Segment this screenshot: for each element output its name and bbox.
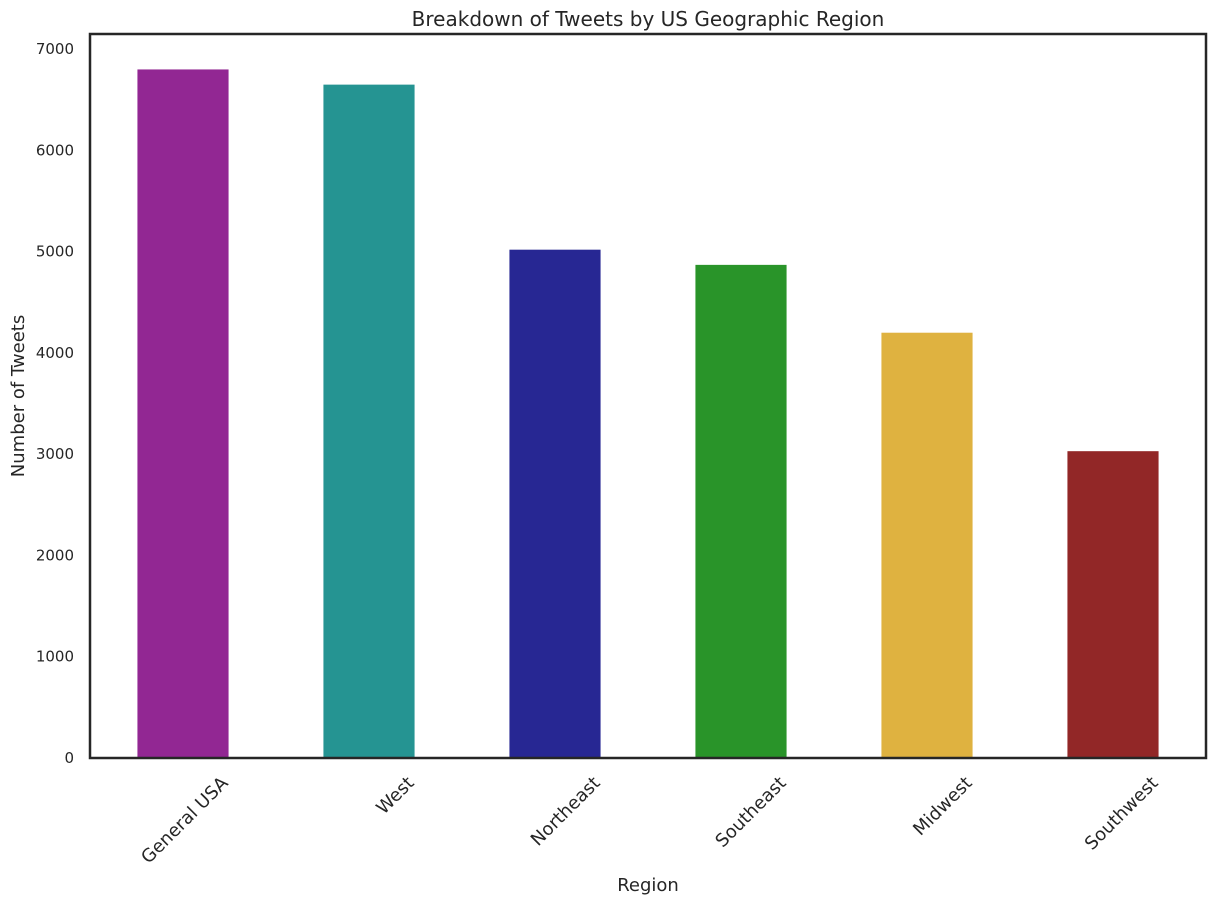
y-axis-label: Number of Tweets xyxy=(8,315,29,477)
bar-southeast xyxy=(695,264,787,758)
x-tick-label-northeast: Northeast xyxy=(527,773,605,851)
y-tick-label: 2000 xyxy=(36,546,74,564)
x-tick-label-general-usa: General USA xyxy=(137,772,233,868)
bar-midwest xyxy=(881,332,973,758)
x-tick-label-southwest: Southwest xyxy=(1081,773,1163,855)
x-axis-label: Region xyxy=(617,875,679,896)
y-tick-label: 4000 xyxy=(36,344,74,362)
plot-frame xyxy=(88,32,1208,760)
x-tick-label-midwest: Midwest xyxy=(909,773,976,840)
y-axis-ticks: 0 1000 2000 3000 4000 5000 6000 7000 xyxy=(36,40,74,767)
x-tick-label-west: West xyxy=(372,773,418,819)
y-tick-label: 1000 xyxy=(36,648,74,666)
x-tick-label-southeast: Southeast xyxy=(711,773,790,852)
y-tick-label: 0 xyxy=(64,749,74,767)
chart-title: Breakdown of Tweets by US Geographic Reg… xyxy=(412,7,885,31)
y-tick-label: 7000 xyxy=(36,40,74,58)
bar-northeast xyxy=(509,249,601,758)
bar-west xyxy=(323,84,415,758)
x-axis-ticks: General USA West Northeast Southeast Midwest… xyxy=(137,772,1162,868)
bar-southwest xyxy=(1067,451,1159,758)
y-tick-label: 5000 xyxy=(36,243,74,261)
bars-group xyxy=(137,69,1159,759)
y-tick-label: 6000 xyxy=(36,141,74,159)
y-tick-label: 3000 xyxy=(36,445,74,463)
bar-general-usa xyxy=(137,69,229,759)
